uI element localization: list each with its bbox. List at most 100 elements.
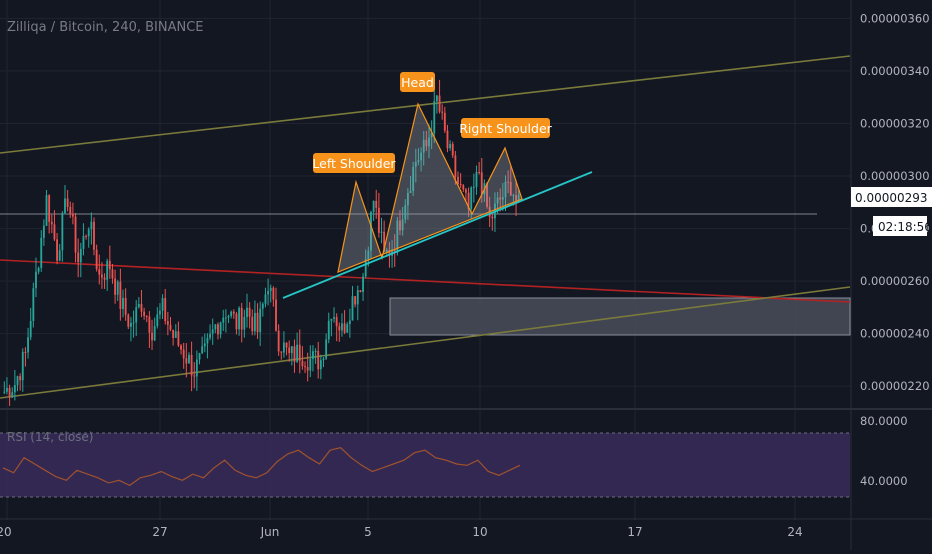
candle-body bbox=[293, 346, 296, 362]
candle-body bbox=[58, 250, 61, 261]
candle-body bbox=[459, 183, 462, 186]
candle-body bbox=[217, 324, 219, 335]
candle-body bbox=[465, 189, 467, 193]
current-price-tag-bg bbox=[851, 187, 932, 207]
candle-body bbox=[240, 307, 243, 330]
head-label-bg bbox=[400, 72, 435, 92]
candle-body bbox=[156, 314, 159, 327]
candle-body bbox=[32, 288, 35, 321]
price-tick-label: 0.00000340 bbox=[860, 64, 930, 78]
candle-body bbox=[53, 224, 56, 240]
candle-body bbox=[420, 152, 423, 161]
candle-body bbox=[443, 112, 446, 131]
head-label: Head bbox=[401, 75, 434, 90]
price-tick-label: 0.00000220 bbox=[860, 379, 930, 393]
price-tick-label: 0.00000260 bbox=[860, 274, 930, 288]
candle-body bbox=[127, 314, 130, 327]
candle-body bbox=[396, 220, 399, 253]
candle-body bbox=[214, 324, 217, 330]
candle-body bbox=[275, 299, 277, 331]
symbol-title: Zilliqa / Bitcoin, 240, BINANCE bbox=[7, 20, 204, 35]
candle-body bbox=[425, 139, 428, 147]
rsi-indicator-label: RSI (14, close) bbox=[7, 430, 94, 444]
candle-body bbox=[235, 313, 238, 330]
candle-body bbox=[272, 287, 275, 300]
candle-body bbox=[29, 320, 32, 338]
candle-body bbox=[351, 296, 354, 321]
candle-body bbox=[42, 225, 45, 238]
candle-body bbox=[438, 95, 441, 112]
candle-body bbox=[95, 249, 98, 270]
candle-body bbox=[322, 358, 325, 361]
candle-body bbox=[499, 197, 502, 200]
candle-body bbox=[87, 229, 90, 237]
candle-body bbox=[148, 316, 151, 333]
candle-body bbox=[261, 303, 264, 309]
candle-body bbox=[298, 344, 301, 361]
candle-body bbox=[343, 323, 346, 333]
candle-body bbox=[79, 248, 82, 263]
candle-body bbox=[406, 192, 409, 206]
candle-body bbox=[383, 231, 386, 252]
candle-body bbox=[391, 249, 393, 256]
candle-body bbox=[288, 347, 291, 354]
candle-body bbox=[433, 101, 436, 134]
chart-overlays bbox=[0, 55, 851, 399]
candle-body bbox=[372, 200, 375, 212]
candle-body bbox=[161, 298, 164, 311]
candle-body bbox=[327, 320, 330, 340]
candle-body bbox=[380, 231, 383, 233]
channel-top-line bbox=[0, 55, 851, 154]
candle-body bbox=[417, 160, 420, 162]
candle-body bbox=[11, 392, 14, 398]
candle-body bbox=[377, 207, 380, 233]
candle-body bbox=[19, 376, 22, 381]
candle-body bbox=[478, 171, 481, 173]
pattern-shape bbox=[337, 102, 523, 273]
candle-body bbox=[451, 144, 454, 156]
candle-body bbox=[50, 221, 53, 225]
candle-body bbox=[69, 207, 72, 215]
rsi-band bbox=[0, 433, 850, 497]
candle-body bbox=[143, 311, 146, 316]
candle-body bbox=[164, 298, 167, 322]
candle-body bbox=[333, 317, 335, 319]
candle-body bbox=[370, 211, 372, 251]
candle-body bbox=[153, 326, 156, 341]
candle-body bbox=[66, 198, 69, 208]
candle-body bbox=[280, 351, 283, 353]
candle-body bbox=[409, 191, 412, 193]
candle-body bbox=[98, 269, 101, 275]
candle-body bbox=[269, 287, 272, 291]
candle-body bbox=[159, 310, 161, 315]
candle-body bbox=[422, 139, 425, 153]
candle-body bbox=[314, 350, 317, 352]
channel-bottom-line bbox=[0, 286, 851, 399]
candle-body bbox=[90, 221, 93, 230]
candle-body bbox=[290, 346, 293, 354]
candle-body bbox=[264, 294, 267, 304]
candle-body bbox=[393, 249, 396, 253]
candle-body bbox=[430, 133, 433, 138]
candlestick-series bbox=[3, 79, 520, 406]
candle-body bbox=[103, 277, 106, 280]
candle-body bbox=[56, 239, 58, 261]
candle-body bbox=[172, 329, 175, 338]
candle-body bbox=[251, 316, 254, 332]
candle-body bbox=[27, 337, 29, 353]
candle-body bbox=[475, 171, 478, 187]
candle-body bbox=[116, 281, 119, 295]
candle-body bbox=[122, 297, 124, 309]
candle-body bbox=[35, 271, 37, 289]
candle-body bbox=[137, 304, 140, 308]
candle-body bbox=[177, 331, 180, 346]
candle-body bbox=[180, 345, 182, 350]
rsi-line bbox=[2, 447, 521, 487]
candle-body bbox=[188, 354, 190, 364]
candle-body bbox=[238, 307, 241, 330]
rsi-level-40: 40.0000 bbox=[860, 474, 908, 488]
candle-body bbox=[108, 260, 111, 270]
candle-body bbox=[40, 237, 43, 268]
